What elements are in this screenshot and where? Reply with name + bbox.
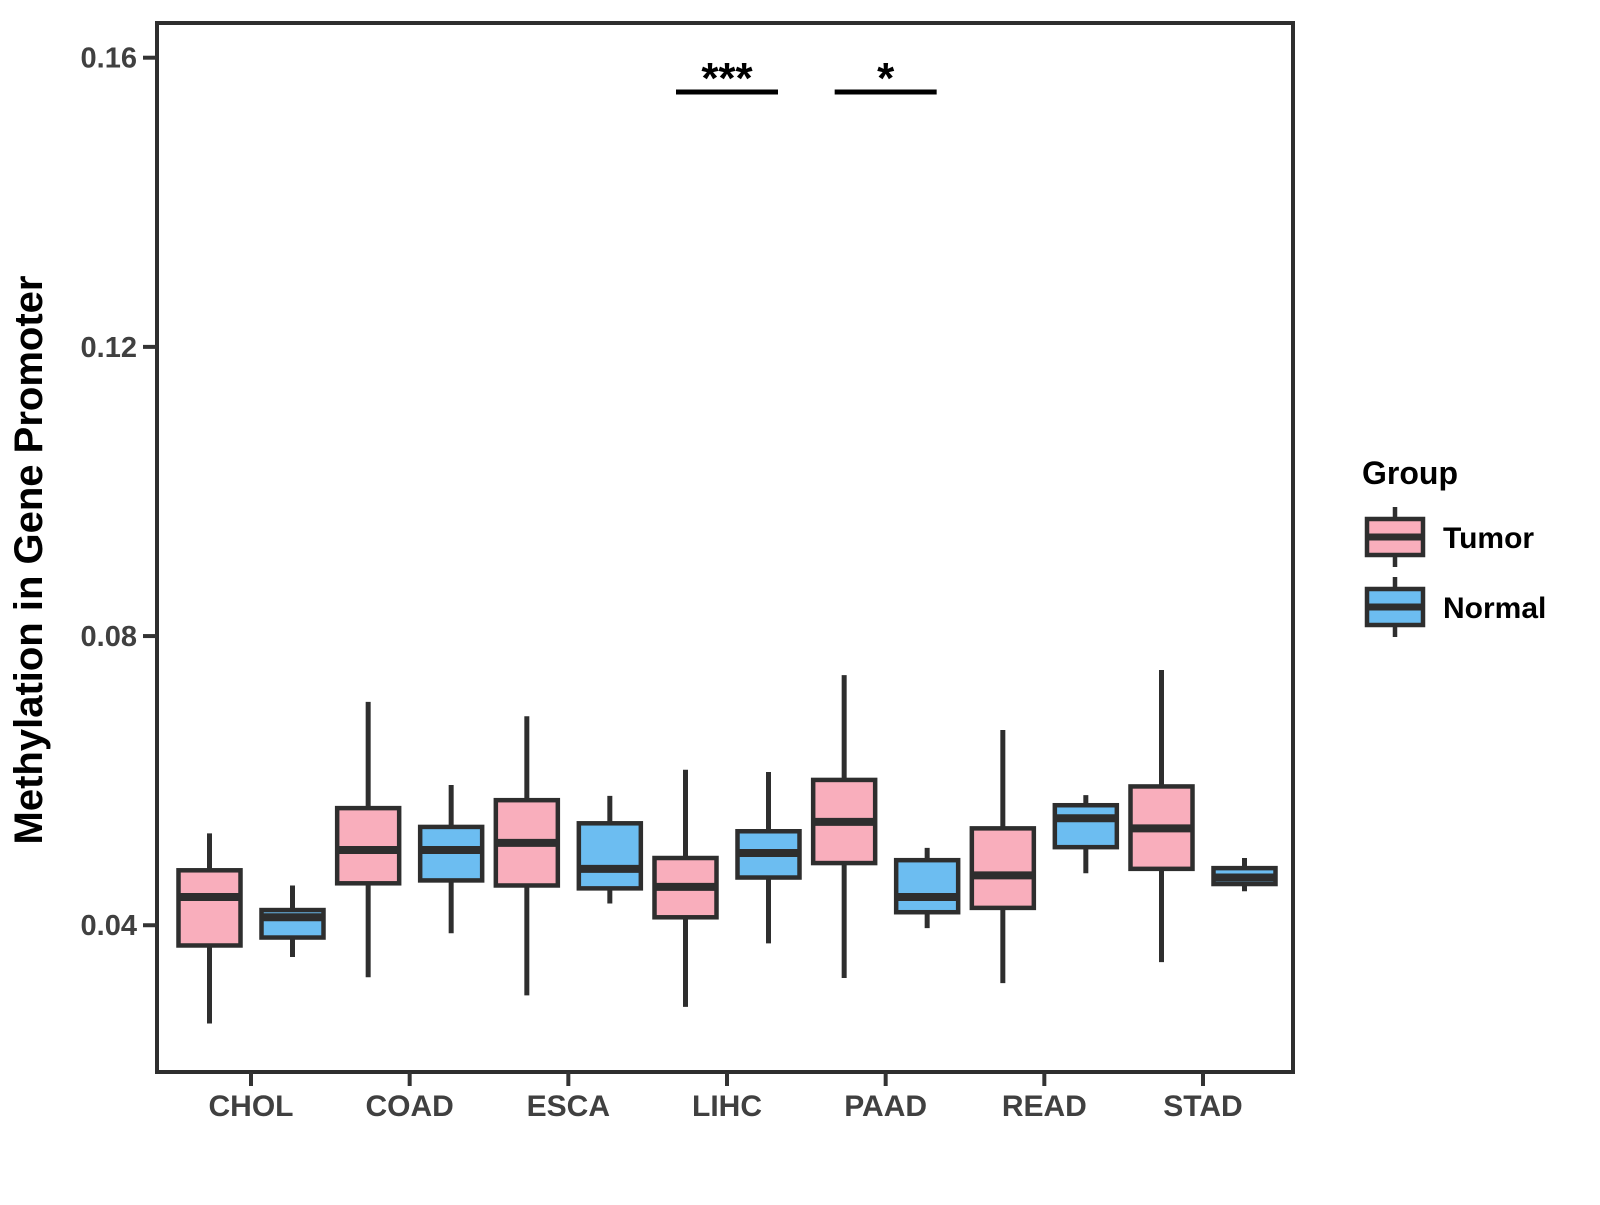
x-tick-label-stad: STAD — [1163, 1090, 1242, 1123]
plot-panel — [155, 21, 1295, 1074]
iqr-box — [1052, 802, 1120, 850]
box-lihc-tumor — [652, 769, 719, 1007]
box-stad-tumor — [1128, 670, 1195, 963]
axes: 0.04 0.08 0.12 0.16 CHOL COAD ESCA LIHC PAAD READ… — [81, 43, 1243, 1123]
box-esca-tumor — [493, 716, 561, 996]
box-stad-normal — [1211, 858, 1278, 892]
legend-label: Tumor — [1443, 522, 1534, 555]
iqr-box — [969, 826, 1037, 911]
legend-title: Group — [1362, 455, 1458, 491]
y-tick-label: 0.16 — [81, 43, 137, 75]
box-read-tumor — [969, 730, 1037, 984]
legend-entries: Tumor Normal — [1364, 507, 1546, 637]
x-tick-label-lihc: LIHC — [692, 1090, 762, 1123]
box-paad-normal — [893, 847, 961, 929]
box-chol-tumor — [176, 833, 243, 1024]
x-tick-label-chol: CHOL — [209, 1090, 294, 1123]
box-coad-normal — [417, 784, 485, 934]
box-lihc-normal — [735, 771, 802, 944]
y-tick-label: 0.08 — [81, 621, 137, 653]
iqr-box — [334, 805, 402, 886]
x-tick-label-read: READ — [1002, 1090, 1087, 1123]
boxplots — [176, 670, 1278, 1024]
x-tick-label-coad: COAD — [365, 1090, 453, 1123]
y-axis-title: Methylation in Gene Promoter — [7, 276, 51, 845]
x-tick-label-paad: PAAD — [844, 1090, 927, 1123]
legend-entry-tumor: Tumor — [1364, 507, 1534, 567]
panel-border — [155, 21, 1295, 1074]
box-read-normal — [1052, 795, 1120, 874]
significance-stars-paad: * — [877, 54, 895, 103]
box-paad-tumor — [810, 675, 878, 979]
significance-annotations: *** * — [676, 54, 937, 103]
significance-stars-lihc: *** — [701, 54, 753, 103]
legend-label: Normal — [1443, 592, 1546, 625]
iqr-box — [576, 821, 644, 891]
box-chol-normal — [259, 885, 326, 958]
y-tick-label: 0.12 — [81, 332, 137, 364]
y-tick-label: 0.04 — [81, 910, 137, 942]
iqr-box — [176, 868, 243, 948]
box-coad-tumor — [334, 701, 402, 978]
box-esca-normal — [576, 795, 644, 904]
legend-entry-normal: Normal — [1364, 577, 1546, 637]
legend: Group Tumor Normal — [1362, 455, 1546, 637]
x-tick-label-esca: ESCA — [527, 1090, 610, 1123]
iqr-box — [893, 857, 961, 915]
